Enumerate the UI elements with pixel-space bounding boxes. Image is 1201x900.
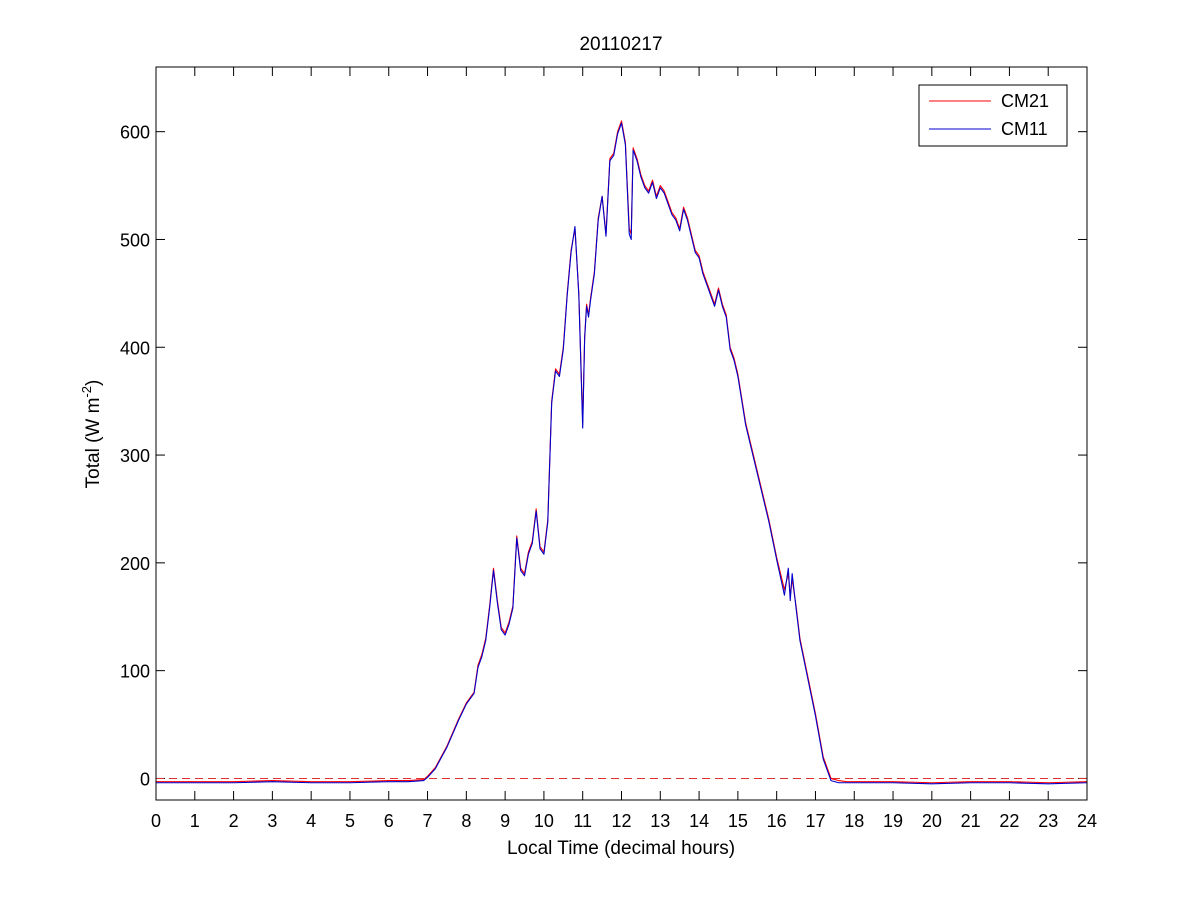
x-tick-label-0: 0 bbox=[151, 811, 161, 831]
x-tick-label-19: 19 bbox=[883, 811, 903, 831]
y-axis-label-close: ) bbox=[83, 380, 104, 386]
x-tick-label-24: 24 bbox=[1077, 811, 1097, 831]
series-layer bbox=[156, 120, 1088, 785]
y-axis-label: Total (W m-2) bbox=[79, 380, 104, 489]
x-axis-label: Local Time (decimal hours) bbox=[507, 838, 735, 859]
x-tick-label-9: 9 bbox=[500, 811, 510, 831]
y-tick-label-400: 400 bbox=[120, 338, 150, 358]
y-axis-label-main: Total (W m bbox=[83, 398, 104, 489]
y-tick-label-200: 200 bbox=[120, 554, 150, 574]
legend-entry-cm11: CM11 bbox=[1001, 119, 1048, 139]
y-tick-label-500: 500 bbox=[120, 230, 150, 250]
x-tick-label-4: 4 bbox=[306, 811, 316, 831]
x-tick-label-3: 3 bbox=[267, 811, 277, 831]
x-tick-label-11: 11 bbox=[573, 811, 592, 831]
y-tick-label-300: 300 bbox=[120, 446, 150, 466]
x-tick-label-2: 2 bbox=[229, 811, 239, 831]
x-tick-label-20: 20 bbox=[922, 811, 942, 831]
x-tick-label-12: 12 bbox=[611, 811, 631, 831]
x-tick-label-5: 5 bbox=[345, 811, 355, 831]
x-tick-label-13: 13 bbox=[650, 811, 670, 831]
x-tick-label-17: 17 bbox=[805, 811, 825, 831]
y-tick-label-600: 600 bbox=[120, 123, 150, 143]
ticks bbox=[155, 67, 1088, 800]
x-tick-label-18: 18 bbox=[844, 811, 864, 831]
chart-title: 20110217 bbox=[579, 34, 662, 55]
x-tick-label-7: 7 bbox=[423, 811, 433, 831]
x-tick-label-6: 6 bbox=[384, 811, 394, 831]
x-tick-label-14: 14 bbox=[689, 811, 709, 831]
x-tick-label-21: 21 bbox=[961, 811, 981, 831]
legend-entry-cm21: CM21 bbox=[1001, 91, 1049, 111]
x-tick-label-22: 22 bbox=[999, 811, 1019, 831]
y-tick-label-100: 100 bbox=[120, 662, 150, 682]
y-tick-label-0: 0 bbox=[140, 769, 150, 789]
x-tick-label-16: 16 bbox=[767, 811, 787, 831]
tick-labels: 0 1 2 3 4 5 6 7 8 9 10 11 12 13 14 15 16 17 18 19 20 21 22 23 24… bbox=[120, 123, 1097, 831]
x-tick-label-10: 10 bbox=[534, 811, 554, 831]
x-tick-label-23: 23 bbox=[1038, 811, 1058, 831]
legend-box bbox=[918, 84, 1068, 147]
plot-frame bbox=[155, 66, 1088, 801]
series-line-cm11 bbox=[156, 122, 1088, 785]
y-axis-label-superscript: -2 bbox=[79, 386, 94, 398]
x-tick-label-8: 8 bbox=[461, 811, 471, 831]
legend: CM21 CM11 bbox=[918, 84, 1068, 147]
x-tick-label-15: 15 bbox=[728, 811, 748, 831]
x-tick-label-1: 1 bbox=[190, 811, 200, 831]
